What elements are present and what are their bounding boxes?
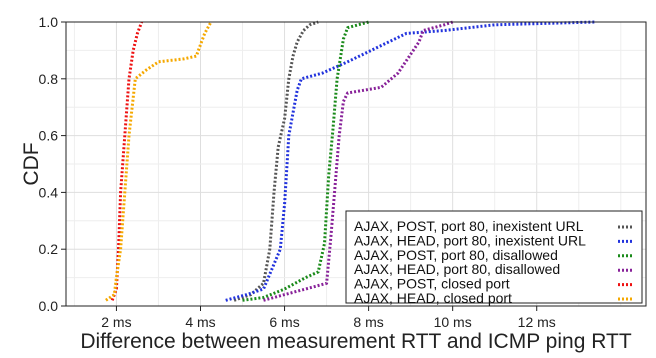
x-tick-label: 4 ms bbox=[185, 314, 215, 330]
legend-label-5: AJAX, POST, closed port bbox=[354, 276, 510, 292]
x-tick-label: 6 ms bbox=[269, 314, 299, 330]
x-axis-label: Difference between measurement RTT and I… bbox=[80, 330, 631, 353]
series-line-6 bbox=[105, 21, 213, 302]
y-tick-label: 0.6 bbox=[39, 128, 59, 144]
x-tick-label: 8 ms bbox=[353, 314, 383, 330]
series-line-1 bbox=[233, 20, 319, 302]
legend-label-4: AJAX, HEAD, port 80, disallowed bbox=[354, 261, 560, 277]
legend-label-3: AJAX, POST, port 80, disallowed bbox=[354, 247, 558, 263]
legend-label-1: AJAX, POST, port 80, inexistent URL bbox=[354, 218, 584, 234]
series-line-3 bbox=[242, 20, 369, 302]
plot-frame bbox=[65, 21, 647, 307]
y-axis-label: CDF bbox=[20, 142, 43, 185]
legend: AJAX, POST, port 80, inexistent URLAJAX,… bbox=[345, 210, 643, 306]
x-tick-label: 12 ms bbox=[518, 314, 556, 330]
y-tick-label: 1.0 bbox=[39, 14, 59, 30]
legend-label-2: AJAX, HEAD, port 80, inexistent URL bbox=[354, 232, 586, 248]
y-tick-label: 0.4 bbox=[39, 184, 59, 200]
y-tick-label: 0.8 bbox=[39, 71, 59, 87]
x-tick-label: 10 ms bbox=[434, 314, 472, 330]
y-tick-label: 0.0 bbox=[39, 298, 59, 314]
y-tick-label: 0.2 bbox=[39, 241, 59, 257]
legend-label-6: AJAX, HEAD, closed port bbox=[354, 290, 512, 306]
series-line-2 bbox=[225, 20, 596, 302]
legend-box bbox=[345, 210, 643, 304]
x-tick-label: 2 ms bbox=[101, 314, 131, 330]
axis-ticks: 2 ms 4 ms 6 ms 8 ms 10 ms 12 ms 0.0 0.2 0.4 0.6 0.… bbox=[39, 14, 556, 330]
series-layer bbox=[105, 20, 596, 302]
